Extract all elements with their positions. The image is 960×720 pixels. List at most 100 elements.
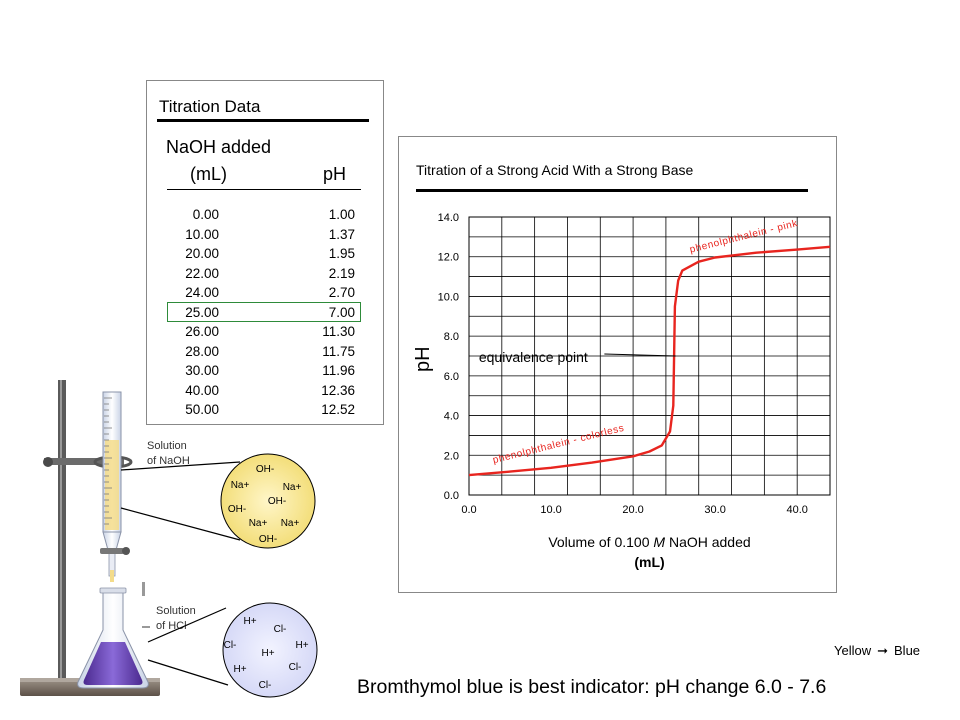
equivalence-row-highlight	[167, 301, 361, 322]
table-row: 28.00 11.75	[165, 344, 357, 364]
burette-label-line2: of NaOH	[147, 455, 190, 467]
ion-label: OH-	[268, 496, 286, 507]
naoh-zoom-line-top	[120, 461, 241, 471]
ion-label: OH-	[228, 504, 246, 515]
table-row: 22.00 2.19	[165, 266, 357, 286]
burette-clamp-knob	[43, 457, 53, 467]
row-volume: 10.00	[185, 226, 219, 242]
ion-label: Cl-	[274, 624, 287, 635]
burette-graduations	[104, 397, 112, 525]
table-row: 24.00 2.70	[165, 285, 357, 305]
titration-apparatus-illustration: Solution of NaOH Solution of HCl OH-Na+ N…	[20, 380, 318, 698]
burette-naoh-solution	[105, 440, 119, 530]
hcl-ions: H+ Cl- Cl- H+ H+ Cl- H+ Cl-	[224, 616, 309, 691]
titration-data-table: Titration Data NaOH added (mL) pH 0.00 1.…	[146, 80, 384, 425]
plot-frame	[468, 216, 831, 496]
color-to-label: Blue	[894, 643, 921, 658]
row-ph: 11.96	[322, 363, 355, 378]
hcl-ion-magnifier	[222, 602, 318, 698]
x-axis-label-suffix: NaOH added	[665, 534, 751, 550]
row-volume: 25.00	[185, 304, 219, 320]
titrant-drop	[110, 570, 114, 582]
y-tick-label: 6.0	[444, 371, 459, 383]
column-header-volume: NaOH added	[166, 137, 272, 157]
flask-rim	[99, 587, 127, 594]
row-ph: 7.00	[328, 304, 355, 320]
chart-title: Titration of a Strong Acid With a Strong…	[416, 162, 694, 178]
table-row: 30.00 11.96	[165, 363, 357, 383]
annotation-equivalence-point: equivalence point	[479, 349, 588, 365]
flask-label-line2: of HCl	[156, 620, 187, 632]
y-tick-label: 8.0	[444, 331, 459, 343]
x-axis-unit: (mL)	[634, 554, 664, 570]
row-volume: 28.00	[185, 343, 219, 359]
row-volume: 24.00	[185, 285, 219, 300]
ion-label: H+	[243, 616, 256, 627]
chart-ticks: 0.0 2.0 4.0 6.0 8.0 10.0 12.0 14.0 0.0 10.0 20.0 30…	[438, 212, 808, 516]
ion-label: H+	[261, 648, 274, 659]
x-axis-label-molar: M	[653, 534, 665, 550]
table-row: 50.00 12.52	[165, 402, 357, 422]
y-tick-label: 12.0	[438, 252, 459, 264]
row-volume: 22.00	[185, 265, 219, 281]
x-tick-label: 20.0	[622, 504, 643, 516]
ion-label: Cl-	[224, 640, 237, 651]
ion-label: Na+	[281, 518, 300, 529]
x-axis-label: Volume of 0.100 M NaOH added	[548, 534, 750, 550]
row-volume: 30.00	[185, 363, 219, 378]
y-tick-label: 2.0	[444, 450, 459, 462]
row-ph: 1.95	[328, 246, 355, 261]
table-title-rule	[157, 119, 369, 122]
row-ph: 1.00	[328, 207, 355, 222]
table-title: Titration Data	[159, 97, 261, 116]
row-volume: 50.00	[185, 402, 219, 417]
ion-label: Cl-	[289, 662, 302, 673]
naoh-ions: OH-Na+ Na+OH-OH-Na+ Na+OH-	[228, 464, 302, 545]
ion-label: Na+	[283, 482, 302, 493]
titration-curve-chart: Titration of a Strong Acid With a Strong…	[412, 162, 831, 570]
ion-label: Na+	[231, 480, 250, 491]
row-ph: 11.75	[322, 343, 355, 359]
ion-label: Na+	[249, 518, 268, 529]
row-ph: 2.19	[328, 265, 355, 281]
table-row: 25.00 7.00	[165, 305, 357, 325]
ion-label: H+	[295, 640, 308, 651]
burette-label-line1: Solution	[147, 440, 187, 452]
row-volume: 40.00	[185, 382, 219, 398]
row-volume: 26.00	[185, 324, 219, 339]
y-tick-label: 0.0	[444, 490, 459, 502]
column-header-ph: pH	[323, 164, 347, 184]
hcl-zoom-line-bottom	[147, 659, 229, 686]
table-row: 0.00 1.00	[165, 207, 357, 227]
indicator-color-change: Yellow ➞ Blue	[834, 643, 920, 659]
row-ph: 1.37	[328, 226, 355, 242]
burette-taper	[102, 531, 122, 551]
stopcock-icon	[100, 548, 124, 554]
y-tick-label: 10.0	[438, 291, 459, 303]
table-row: 10.00 1.37	[165, 227, 357, 247]
x-axis-label-prefix: Volume of 0.100	[548, 534, 653, 550]
equivalence-point-pointer	[604, 353, 676, 357]
ring-stand-rod-highlight	[60, 380, 62, 692]
x-tick-label: 40.0	[786, 504, 807, 516]
flask-label-line1: Solution	[156, 605, 196, 617]
ion-label: Cl-	[259, 680, 272, 691]
x-tick-label: 0.0	[461, 504, 476, 516]
flask-hcl-solution	[83, 642, 143, 685]
flask-label-tick	[142, 582, 145, 596]
titration-curve-line	[468, 245, 831, 477]
row-volume: 0.00	[192, 207, 219, 222]
y-tick-label: 14.0	[438, 212, 459, 224]
indicator-note: Bromthymol blue is best indicator: pH ch…	[357, 676, 827, 698]
table-row: 20.00 1.95	[165, 246, 357, 266]
naoh-ion-magnifier	[220, 453, 316, 549]
naoh-zoom-line-bottom	[120, 507, 241, 541]
ion-label: OH-	[256, 464, 274, 475]
column-header-volume-unit: (mL)	[190, 164, 227, 184]
x-tick-label: 30.0	[704, 504, 725, 516]
burette-clamp-arm	[44, 458, 124, 465]
right-arrow-icon: ➞	[877, 643, 889, 658]
header-rule	[167, 189, 361, 190]
row-ph: 12.52	[321, 402, 355, 417]
hcl-zoom-line-top	[147, 607, 227, 643]
